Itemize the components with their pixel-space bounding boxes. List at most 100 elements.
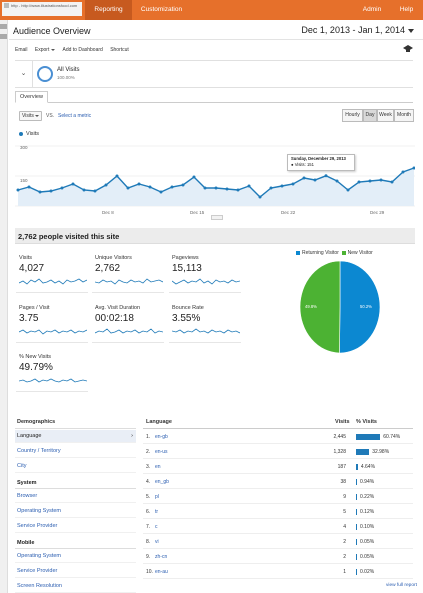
row-index: 4. — [146, 479, 151, 485]
tab-customization[interactable]: Customization — [140, 6, 183, 13]
language-link[interactable]: pl — [155, 494, 159, 500]
report-actions: Email Export Add to Dashboard Shortcut — [15, 47, 135, 53]
visits-value: 2 — [343, 539, 346, 545]
data-point — [379, 178, 383, 182]
table-row[interactable]: 8. vi 2 0.05% — [143, 535, 413, 549]
section-title: 2,762 people visited this site — [18, 232, 120, 241]
visitor-type-pie-chart[interactable] — [298, 260, 382, 354]
view-full-report-link[interactable]: view full report — [386, 583, 417, 588]
report-header: Audience Overview Dec 1, 2013 - Jan 1, 2… — [9, 20, 423, 40]
percent-bar — [356, 479, 357, 485]
system-item-os[interactable]: Operating System — [15, 505, 136, 518]
metric-tile-avg-visit-duration[interactable]: Avg. Visit Duration 00:02:18 — [92, 303, 164, 343]
demographics-item-language[interactable]: Language — [15, 430, 136, 443]
x-tick-label: Dec 8 — [102, 210, 114, 215]
week-button[interactable]: Week — [377, 109, 394, 122]
data-point — [280, 184, 284, 188]
site-selector[interactable]: http - http://www.illustrationsfood.com — [2, 2, 82, 16]
data-point — [27, 185, 31, 189]
language-link[interactable]: en-au — [155, 569, 168, 575]
graduation-cap-icon[interactable] — [403, 45, 413, 53]
tab-overview[interactable]: Overview — [15, 91, 48, 103]
site-url: http - http://www.illustrationsfood.com — [11, 3, 78, 8]
percent-value: 0.05% — [360, 554, 375, 560]
percent-bar — [356, 554, 357, 560]
tooltip-date: Sunday, December 29, 2013 — [291, 156, 346, 161]
month-button[interactable]: Month — [394, 109, 414, 122]
sparkline — [172, 328, 240, 334]
data-point — [324, 174, 328, 178]
metric-tile-pageviews[interactable]: Pageviews 15,113 — [169, 253, 241, 293]
left-sidebar-collapsed[interactable] — [0, 20, 8, 593]
tab-reporting[interactable]: Reporting — [85, 0, 132, 20]
date-range-picker[interactable]: Dec 1, 2013 - Jan 1, 2014 — [301, 25, 414, 35]
metric-select[interactable]: Visits — [19, 111, 42, 121]
chevron-down-icon[interactable]: ⌄ — [15, 61, 33, 87]
export-button[interactable]: Export — [35, 47, 55, 53]
language-link[interactable]: zh-cn — [155, 554, 168, 560]
data-point — [247, 184, 251, 188]
language-link[interactable]: tr — [155, 509, 159, 515]
tile-label: Avg. Visit Duration — [95, 305, 141, 311]
tile-label: Unique Visitors — [95, 255, 132, 261]
table-row[interactable]: 9. zh-cn 2 0.05% — [143, 550, 413, 564]
row-index: 6. — [146, 509, 151, 515]
data-point — [192, 175, 196, 179]
metric-tile-unique-visitors[interactable]: Unique Visitors 2,762 — [92, 253, 164, 293]
admin-link[interactable]: Admin — [362, 6, 382, 13]
tile-label: Bounce Rate — [172, 305, 204, 311]
language-link[interactable]: c — [155, 524, 158, 530]
metric-tile-bounce-rate[interactable]: Bounce Rate 3.55% — [169, 303, 241, 343]
language-link[interactable]: en — [155, 464, 161, 470]
select-metric-link[interactable]: Select a metric — [58, 113, 92, 119]
metric-tile-pages-per-visit[interactable]: Pages / Visit 3.75 — [16, 303, 88, 343]
table-row[interactable]: 5. pl 9 0.22% — [143, 490, 413, 504]
add-to-dashboard-button[interactable]: Add to Dashboard — [62, 47, 103, 53]
visits-chart: 300 150 Dec 8 Dec 15 Dec 22 Dec 29 — [15, 140, 415, 222]
y-tick-label: 300 — [20, 145, 28, 150]
row-index: 1. — [146, 434, 151, 440]
system-item-browser[interactable]: Browser — [15, 490, 136, 503]
table-row[interactable]: 4. en_gb 38 0.94% — [143, 475, 413, 489]
data-point — [49, 189, 53, 193]
visitors-section-header: 2,762 people visited this site — [15, 228, 415, 244]
mobile-item-os[interactable]: Operating System — [15, 550, 136, 563]
metric-tile-new-visits[interactable]: % New Visits 49.79% — [16, 352, 88, 392]
language-link[interactable]: en-gb — [155, 434, 168, 440]
table-row[interactable]: 2. en-us 1,328 32.98% — [143, 445, 413, 459]
table-row[interactable]: 1. en-gb 2,445 60.74% — [143, 430, 413, 444]
mobile-item-screen-resolution[interactable]: Screen Resolution — [15, 580, 136, 593]
email-button[interactable]: Email — [15, 47, 28, 53]
demographics-item-country[interactable]: Country / Territory — [15, 445, 136, 458]
visits-value: 2 — [343, 554, 346, 560]
table-row[interactable]: 6. tr 5 0.12% — [143, 505, 413, 519]
page-title: Audience Overview — [13, 26, 91, 36]
pie-legend-new: New Visitor — [347, 250, 373, 256]
visits-value: 2,445 — [333, 434, 346, 440]
hourly-button[interactable]: Hourly — [342, 109, 363, 122]
mobile-item-service-provider[interactable]: Service Provider — [15, 565, 136, 578]
day-button[interactable]: Day — [363, 109, 377, 122]
data-point — [368, 179, 372, 183]
table-row[interactable]: 3. en 187 4.64% — [143, 460, 413, 474]
data-point — [236, 188, 240, 192]
table-row[interactable]: 10. en-au 1 0.02% — [143, 565, 413, 579]
data-point — [302, 176, 306, 180]
metric-tile-visits[interactable]: Visits 4,027 — [16, 253, 88, 293]
visits-value: 1 — [343, 569, 346, 575]
chart-resize-handle[interactable] — [211, 215, 223, 220]
language-link[interactable]: en_gb — [155, 479, 169, 485]
visits-line-chart[interactable] — [15, 140, 415, 222]
percent-value: 0.02% — [360, 569, 375, 575]
demographics-item-city[interactable]: City — [15, 460, 136, 473]
table-row[interactable]: 7. c 4 0.10% — [143, 520, 413, 534]
tile-label: Pages / Visit — [19, 305, 50, 311]
language-link[interactable]: vi — [155, 539, 159, 545]
language-link[interactable]: en-us — [155, 449, 168, 455]
shortcut-button[interactable]: Shortcut — [110, 47, 129, 53]
help-link[interactable]: Help — [399, 6, 414, 13]
system-item-service-provider[interactable]: Service Provider — [15, 520, 136, 533]
report-tabs: Overview — [15, 91, 413, 103]
tile-label: Pageviews — [172, 255, 199, 261]
tile-label: % New Visits — [19, 354, 51, 360]
